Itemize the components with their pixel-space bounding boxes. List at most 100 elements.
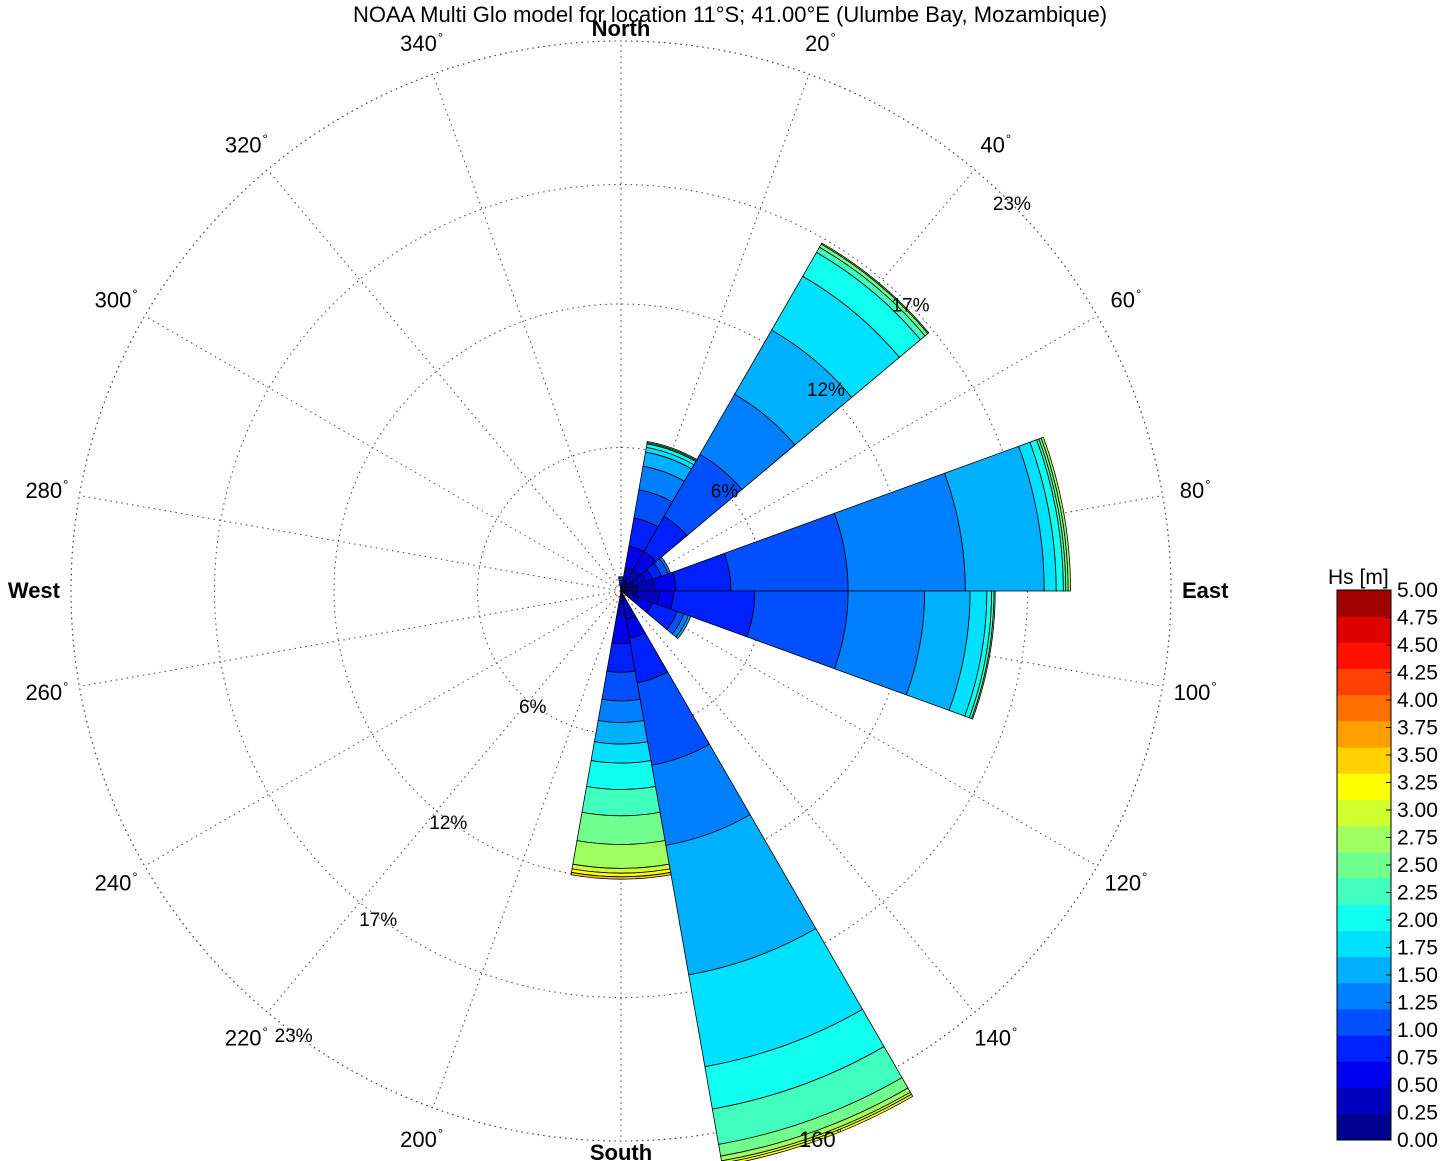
ring-label-sw-17: 17% <box>359 910 397 931</box>
degree-sign: ° <box>63 679 68 694</box>
degree-sign: ° <box>263 131 268 146</box>
sector-100-bin-10 <box>971 590 996 720</box>
direction-label-340: 340° <box>400 30 443 56</box>
degree-sign: ° <box>438 30 443 45</box>
colorbar-tick-label-0: 0.00 <box>1397 1129 1438 1152</box>
sector-80-bin-3 <box>672 552 732 592</box>
direction-label-100: 100° <box>1174 679 1217 705</box>
sector-100-bin-5 <box>833 590 926 696</box>
degree-sign: ° <box>1006 131 1011 146</box>
colorbar-tick-label-12: 3.00 <box>1397 799 1438 822</box>
direction-label-200: 200° <box>400 1126 443 1152</box>
direction-label-240: 240° <box>95 870 138 896</box>
sector-40-bin-11 <box>820 242 930 335</box>
ring-label-sw-6: 6% <box>519 697 547 718</box>
colorbar-bin-6 <box>1337 956 1391 984</box>
colorbar-bin-16 <box>1337 694 1391 722</box>
colorbar-bin-0 <box>1337 1113 1391 1141</box>
sector-80 <box>620 436 1071 592</box>
ring-label-ne-17: 17% <box>891 296 929 317</box>
spoke-340 <box>432 74 622 592</box>
direction-label-120: 120° <box>1104 870 1147 896</box>
colorbar-tick-label-9: 2.25 <box>1397 882 1438 905</box>
sector-100 <box>620 590 996 720</box>
direction-label-80: 80° <box>1180 477 1211 503</box>
sector-180-bin-4 <box>601 670 641 702</box>
spoke-320 <box>267 169 622 592</box>
degree-sign: ° <box>837 1126 842 1141</box>
degree-sign: ° <box>63 477 68 492</box>
degree-sign: ° <box>1136 287 1141 302</box>
degree-sign: ° <box>831 30 836 45</box>
colorbar-tick-label-2: 0.50 <box>1397 1074 1438 1097</box>
cardinal-west-label: West <box>8 578 61 603</box>
sector-180-bin-14 <box>570 871 672 880</box>
colorbar-tick-label-16: 4.00 <box>1397 689 1438 712</box>
colorbar-bin-12 <box>1337 799 1391 827</box>
direction-label-20: 20° <box>805 30 836 56</box>
colorbar-bin-3 <box>1337 1035 1391 1062</box>
colorbar-tick-label-17: 4.25 <box>1397 662 1438 685</box>
colorbar-bin-10 <box>1337 851 1391 879</box>
cardinal-north-label: North <box>592 16 651 41</box>
sector-80-bin-11 <box>1040 436 1071 592</box>
sector-160-bin-13 <box>731 1093 914 1161</box>
direction-label-60: 60° <box>1111 287 1142 313</box>
sector-0-bin-5 <box>618 576 624 579</box>
colorbar-bin-18 <box>1337 642 1391 669</box>
colorbar-bin-7 <box>1337 930 1391 958</box>
colorbar-bin-17 <box>1337 668 1391 696</box>
degree-sign: ° <box>1211 679 1216 694</box>
sector-80-bin-4 <box>723 512 849 592</box>
rose-sectors <box>570 242 1071 1161</box>
sector-40 <box>620 242 930 592</box>
colorbar-tick-label-14: 3.50 <box>1397 744 1438 767</box>
colorbar-bin-15 <box>1337 720 1391 748</box>
sector-180-bin-9 <box>581 785 661 817</box>
degree-sign: ° <box>1142 870 1147 885</box>
cardinal-east-label: East <box>1182 578 1229 603</box>
ring-label-ne-6: 6% <box>711 482 739 503</box>
colorbar-tick-label-10: 2.50 <box>1397 854 1438 877</box>
colorbar-tick-label-1: 0.25 <box>1397 1102 1438 1125</box>
sector-100-bin-4 <box>746 590 849 670</box>
sector-180-bin-3 <box>606 642 636 673</box>
spoke-220 <box>267 590 622 1013</box>
chart-title: NOAA Multi Glo model for location 11°S; … <box>353 2 1107 27</box>
sector-180-bin-5 <box>597 698 645 723</box>
degree-sign: ° <box>263 1025 268 1040</box>
direction-label-140: 140° <box>974 1025 1017 1051</box>
colorbar-label: Hs [m] <box>1328 566 1389 589</box>
colorbar-bin-11 <box>1337 825 1391 853</box>
colorbar-bin-4 <box>1337 1009 1391 1036</box>
colorbar-bin-20 <box>1337 590 1391 617</box>
cardinal-south-label: South <box>590 1140 652 1161</box>
colorbar-tick-label-20: 5.00 <box>1397 579 1438 602</box>
sector-120 <box>620 590 692 640</box>
ring-label-sw-12: 12% <box>429 813 467 834</box>
spoke-240 <box>144 590 622 867</box>
direction-tick-labels: 20° 40° 60° 80° 100° 120° 140° 160° 200° 220° 240°… <box>25 30 1216 1152</box>
sector-180-bin-10 <box>576 811 666 845</box>
sector-160 <box>620 590 914 1161</box>
sector-180-bin-6 <box>593 720 649 745</box>
spoke-300 <box>144 315 622 592</box>
direction-label-300: 300° <box>95 287 138 313</box>
direction-label-260: 260° <box>25 679 68 705</box>
percent-ring-labels: 6% 6% 12% 12% 17% 17% 23% 23% <box>275 194 1031 1047</box>
direction-label-280: 280° <box>25 477 68 503</box>
direction-label-220: 220° <box>225 1025 268 1051</box>
direction-label-320: 320° <box>225 131 268 157</box>
ring-label-ne-23: 23% <box>993 194 1031 215</box>
colorbar-tick-label-5: 1.25 <box>1397 992 1438 1015</box>
degree-sign: ° <box>132 287 137 302</box>
sector-180-bin-8 <box>586 760 656 790</box>
colorbar-tick-label-15: 3.75 <box>1397 717 1438 740</box>
sector-180-bin-11 <box>572 840 670 869</box>
colorbar-bin-1 <box>1337 1087 1391 1115</box>
colorbar-tick-label-8: 2.00 <box>1397 909 1438 932</box>
sector-180-bin-7 <box>590 741 652 764</box>
spoke-280 <box>79 495 622 592</box>
degree-sign: ° <box>1205 477 1210 492</box>
